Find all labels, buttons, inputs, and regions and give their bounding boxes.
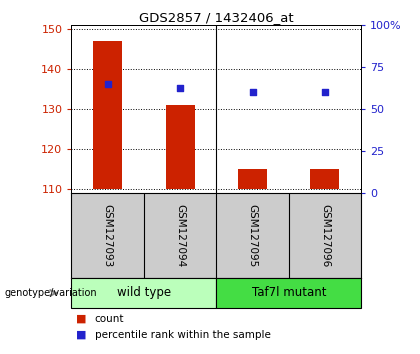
Point [249, 89, 256, 95]
Bar [165, 105, 194, 189]
Text: ■: ■ [76, 314, 86, 324]
Text: count: count [94, 314, 124, 324]
Text: genotype/variation: genotype/variation [4, 288, 97, 298]
Bar [310, 169, 339, 189]
Text: Taf7l mutant: Taf7l mutant [252, 286, 326, 299]
Text: GSM127093: GSM127093 [102, 204, 113, 267]
Bar [93, 41, 122, 189]
Text: percentile rank within the sample: percentile rank within the sample [94, 330, 270, 339]
Point [177, 85, 184, 91]
Text: wild type: wild type [117, 286, 171, 299]
Text: GSM127096: GSM127096 [320, 204, 330, 267]
Text: GSM127094: GSM127094 [175, 204, 185, 267]
Point [322, 89, 328, 95]
Title: GDS2857 / 1432406_at: GDS2857 / 1432406_at [139, 11, 294, 24]
Bar [216, 278, 361, 308]
Point [104, 81, 111, 86]
Bar [238, 169, 267, 189]
Text: GSM127095: GSM127095 [247, 204, 257, 267]
Text: ■: ■ [76, 330, 86, 339]
Bar [71, 278, 216, 308]
